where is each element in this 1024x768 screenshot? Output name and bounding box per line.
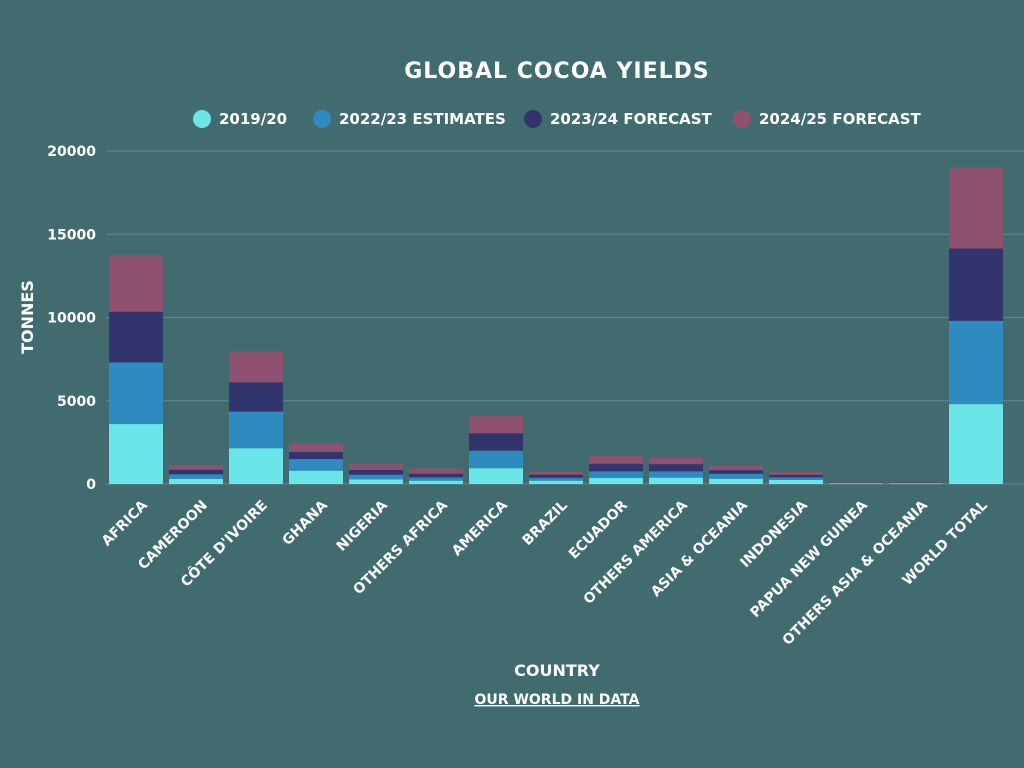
x-category-label: Africa bbox=[99, 497, 151, 549]
legend-label[interactable]: 2019/20 bbox=[219, 110, 287, 128]
x-axis-labels: AfricaCameroonCôte d'Ivoire Ghana NigeriaO… bbox=[99, 496, 991, 649]
bar-segment[interactable] bbox=[169, 474, 223, 480]
legend-swatch bbox=[733, 110, 751, 128]
x-category-label: Ecuador bbox=[566, 497, 631, 562]
bar-segment[interactable] bbox=[589, 463, 643, 472]
x-axis-title: Country bbox=[514, 661, 600, 680]
legend-swatch bbox=[524, 110, 542, 128]
bar-segment[interactable] bbox=[109, 255, 163, 312]
bar-segment[interactable] bbox=[109, 311, 163, 363]
bar-segment[interactable] bbox=[589, 471, 643, 479]
bar-segment[interactable] bbox=[769, 477, 823, 481]
bar-segment[interactable] bbox=[109, 424, 163, 484]
bar-segment[interactable] bbox=[289, 443, 343, 452]
bar-segment[interactable] bbox=[469, 433, 523, 451]
x-category-label: Papua New Guinea bbox=[747, 497, 871, 621]
bar-segment[interactable] bbox=[109, 362, 163, 425]
bar-segment[interactable] bbox=[289, 459, 343, 471]
bars bbox=[109, 167, 1003, 484]
bar-segment[interactable] bbox=[469, 415, 523, 434]
bar-segment[interactable] bbox=[649, 464, 703, 472]
y-tick-label: 10000 bbox=[47, 311, 96, 327]
bar-segment[interactable] bbox=[709, 478, 763, 484]
source-link[interactable]: Our World In Data bbox=[475, 692, 640, 708]
bar-segment[interactable] bbox=[649, 471, 703, 478]
bar-segment[interactable] bbox=[409, 477, 463, 481]
bar-segment[interactable] bbox=[229, 448, 283, 484]
legend-label[interactable]: 2024/25 Forecast bbox=[759, 110, 922, 128]
bar-segment[interactable] bbox=[229, 382, 283, 412]
bar-segment[interactable] bbox=[169, 469, 223, 475]
bar-segment[interactable] bbox=[169, 479, 223, 484]
y-tick-label: 5000 bbox=[57, 394, 96, 410]
bar-segment[interactable] bbox=[229, 411, 283, 449]
bar-segment[interactable] bbox=[709, 473, 763, 479]
y-tick-label: 0 bbox=[86, 477, 96, 493]
bar-segment[interactable] bbox=[949, 167, 1003, 249]
y-tick-label: 20000 bbox=[47, 144, 96, 160]
y-axis-ticks: 0 5000 10000 15000 20000 bbox=[47, 144, 96, 493]
legend-label[interactable]: 2023/24 Forecast bbox=[550, 110, 713, 128]
y-tick-label: 15000 bbox=[47, 227, 96, 243]
bar-segment[interactable] bbox=[949, 404, 1003, 484]
x-category-label: Ghana bbox=[279, 497, 330, 548]
legend: 2019/20 2022/23 Estimates 2023/24 Forecast… bbox=[193, 110, 922, 128]
bar-segment[interactable] bbox=[349, 464, 403, 471]
bar-segment[interactable] bbox=[709, 465, 763, 471]
bar-segment[interactable] bbox=[709, 470, 763, 474]
bar-segment[interactable] bbox=[529, 477, 583, 481]
legend-swatch bbox=[313, 110, 331, 128]
legend-label[interactable]: 2022/23 Estimates bbox=[339, 110, 506, 128]
bar-segment[interactable] bbox=[349, 474, 403, 480]
bar-segment[interactable] bbox=[949, 248, 1003, 321]
bar-segment[interactable] bbox=[349, 470, 403, 475]
bar-segment[interactable] bbox=[469, 468, 523, 484]
x-category-label: Nigeria bbox=[334, 497, 391, 554]
bar-segment[interactable] bbox=[769, 480, 823, 484]
x-category-label: America bbox=[449, 497, 511, 559]
bar-segment[interactable] bbox=[529, 471, 583, 475]
bar-segment[interactable] bbox=[469, 450, 523, 469]
bar-segment[interactable] bbox=[649, 457, 703, 465]
y-axis-title: Tonnes bbox=[18, 280, 37, 354]
bar-segment[interactable] bbox=[589, 456, 643, 464]
bar-segment[interactable] bbox=[589, 478, 643, 484]
bar-segment[interactable] bbox=[649, 477, 703, 484]
x-category-label: Others America bbox=[581, 497, 691, 607]
bar-segment[interactable] bbox=[949, 320, 1003, 405]
chart-title: Global Cocoa Yields bbox=[404, 59, 710, 84]
bar-segment[interactable] bbox=[229, 351, 283, 383]
bar-segment[interactable] bbox=[529, 480, 583, 484]
bar-segment[interactable] bbox=[169, 465, 223, 470]
bar-segment[interactable] bbox=[409, 468, 463, 474]
bar-segment[interactable] bbox=[769, 474, 823, 478]
bar-segment[interactable] bbox=[769, 472, 823, 475]
bar-segment[interactable] bbox=[289, 470, 343, 484]
legend-swatch bbox=[193, 110, 211, 128]
bar-segment[interactable] bbox=[829, 483, 883, 484]
bar-segment[interactable] bbox=[529, 474, 583, 478]
bar-segment[interactable] bbox=[409, 473, 463, 478]
bar-segment[interactable] bbox=[409, 480, 463, 484]
bar-segment[interactable] bbox=[289, 451, 343, 460]
x-category-label: Brazil bbox=[520, 497, 571, 548]
bar-segment[interactable] bbox=[349, 479, 403, 484]
